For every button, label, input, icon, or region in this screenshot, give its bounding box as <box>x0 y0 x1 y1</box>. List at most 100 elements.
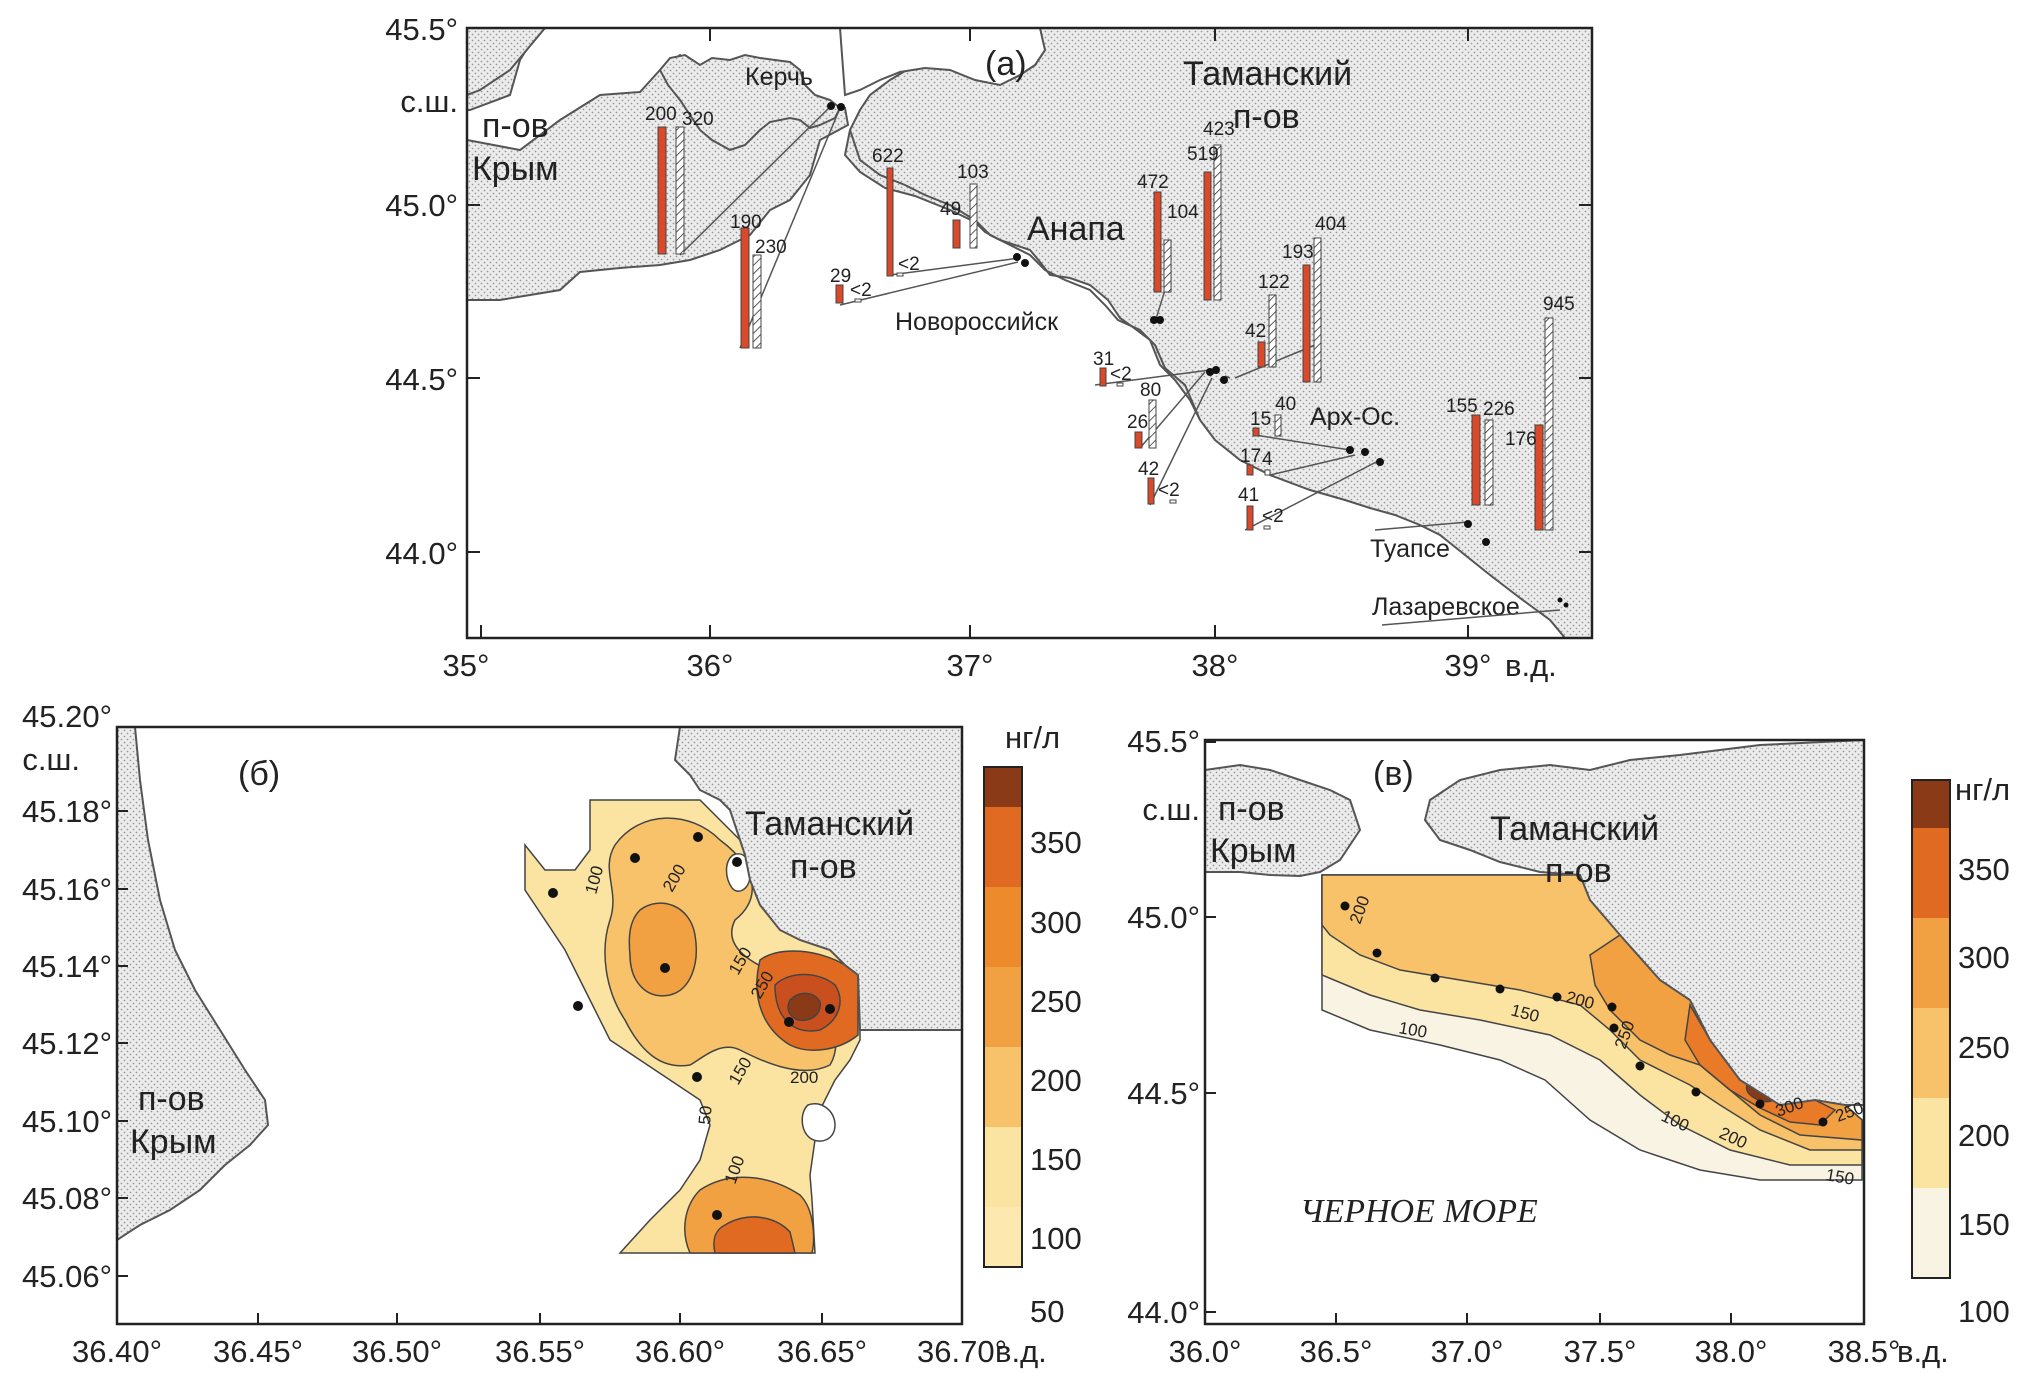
contour-label-b-5: 200 <box>790 1068 818 1087</box>
contour-label-v-9: 150 <box>1824 1165 1855 1189</box>
bar-hatch-label-9: <2 <box>1110 364 1132 385</box>
taman-label-v-1: Таманский <box>1490 810 1659 848</box>
lon-tick-a-0: 35° <box>443 648 490 683</box>
scale-tick-b-0: 350 <box>1030 825 1082 860</box>
azov-sea-a <box>838 28 1047 97</box>
scale-unit-b: нг/л <box>1005 720 1060 755</box>
taman-label-b-2: п-ов <box>790 848 857 886</box>
bar-pair-15: 155 226 <box>1446 396 1515 506</box>
bar-pair-14: 41 <2 <box>1238 485 1284 531</box>
bar-pair-11: 42 <2 <box>1138 459 1180 505</box>
lon-tick-v-4: 38.0° <box>1695 1334 1768 1369</box>
lon-unit-b: в.д. <box>995 1334 1047 1369</box>
lat-tick-b-1: 45.18° <box>22 794 112 829</box>
lon-tick-v-5: 38.5° <box>1828 1334 1901 1369</box>
scale-tick-b-3: 200 <box>1030 1063 1082 1098</box>
contour-label-v-3: 100 <box>1397 1018 1428 1042</box>
panel-b: 45.20° с.ш. 45.18° 45.16° 45.14° 45.12° … <box>22 699 1082 1369</box>
bar-red-label-0: 200 <box>645 104 677 125</box>
lon-unit-v: в.д. <box>1897 1334 1949 1369</box>
taman-label-v-2: п-ов <box>1545 852 1612 890</box>
sea-label-v: ЧЕРНОЕ МОРЕ <box>1300 1193 1538 1230</box>
crimea-label-v-1: п-ов <box>1218 790 1285 828</box>
ticks-b <box>117 726 823 1324</box>
lon-tick-b-5: 36.65° <box>777 1334 867 1369</box>
bar-hatch-label-6: 423 <box>1203 119 1235 140</box>
bar-pair-7: 193 404 <box>1282 214 1347 383</box>
lon-tick-a-3: 38° <box>1192 648 1239 683</box>
lat-unit-a: с.ш. <box>400 84 458 119</box>
lat-tick-a-2: 44.5° <box>385 362 458 397</box>
scale-tick-b-2: 250 <box>1030 984 1082 1019</box>
lon-tick-a-1: 36° <box>687 648 734 683</box>
lon-tick-a-4: 39° <box>1445 648 1492 683</box>
lat-tick-b-3: 45.14° <box>22 949 112 984</box>
bar-pair-5: 472 104 <box>1137 172 1199 293</box>
arkh-os-label: Арх-Ос. <box>1310 403 1400 431</box>
crimea-north-a <box>467 28 547 97</box>
bar-pair-0: 200 320 <box>645 104 714 255</box>
bar-red-label-10: 26 <box>1127 412 1148 433</box>
lazarevskoe-label: Лазаревское <box>1372 593 1520 621</box>
lat-tick-a-3: 44.0° <box>385 536 458 571</box>
bar-pair-6: 519 423 <box>1187 119 1235 301</box>
lon-tick-v-1: 36.5° <box>1300 1334 1373 1369</box>
taman-label-a-2: п-ов <box>1233 98 1300 136</box>
scale-tick-v-3: 200 <box>1958 1118 2010 1153</box>
panel-a-label: (а) <box>985 45 1027 83</box>
panel-v: 45.5° с.ш. 45.0° 44.5° 44.0° 36.0° 36.5°… <box>1127 724 2010 1369</box>
frame-a <box>465 26 1594 640</box>
contour-south-inner-b <box>713 1216 796 1254</box>
bar-hatch-label-14: <2 <box>1262 506 1284 527</box>
bar-hatch-label-0: 320 <box>682 109 714 130</box>
lon-tick-b-4: 36.60° <box>635 1334 725 1369</box>
lon-tick-b-0: 36.40° <box>72 1334 162 1369</box>
taman-land-v <box>1423 740 1864 1107</box>
lat-tick-b-4: 45.12° <box>22 1026 112 1061</box>
bar-hatch-label-10: 80 <box>1140 380 1161 401</box>
lon-tick-b-3: 36.55° <box>495 1334 585 1369</box>
bars-a: 200 320 190 230 622 <2 49 1 <box>645 104 1575 531</box>
bar-red-label-16: 176 <box>1505 429 1537 450</box>
taman-land-b <box>673 727 962 1031</box>
bar-hatch-label-8: 122 <box>1258 272 1290 293</box>
taman-label-a-1: Таманский <box>1183 55 1352 93</box>
crimea-label-a-1: п-ов <box>482 107 549 145</box>
lat-tick-b-6: 45.08° <box>22 1181 112 1216</box>
bar-red-label-11: 42 <box>1138 459 1159 480</box>
bar-hatch-label-1: 230 <box>755 237 787 258</box>
bar-red-label-14: 41 <box>1238 485 1259 506</box>
bar-pair-10: 26 80 <box>1127 380 1161 449</box>
crimea-label-v-2: Крым <box>1210 832 1297 870</box>
contour-200-b <box>628 902 697 997</box>
bar-red-label-7: 193 <box>1282 242 1314 263</box>
lat-tick-b-0: 45.20° <box>22 699 112 734</box>
lon-tick-a-2: 37° <box>947 648 994 683</box>
lat-tick-a-1: 45.0° <box>385 188 458 223</box>
frame-v <box>1203 738 1866 1326</box>
bar-hatch-label-7: 404 <box>1315 214 1347 235</box>
bar-hatch-label-5: 104 <box>1167 202 1199 223</box>
bar-hatch-label-16: 945 <box>1543 294 1575 315</box>
anapa-coast-a <box>849 129 1201 421</box>
tuapse-label: Туапсе <box>1370 535 1450 563</box>
lat-tick-v-0: 45.5° <box>1127 724 1200 759</box>
lon-tick-v-2: 37.0° <box>1431 1334 1504 1369</box>
color-scale-b: нг/л 350 300 250 200 150 100 50 <box>983 720 1082 1329</box>
bar-red-label-3: 49 <box>940 199 961 220</box>
lat-tick-v-3: 44.0° <box>1127 1295 1200 1330</box>
bar-pair-1: 190 230 <box>730 212 787 349</box>
bar-red-label-15: 155 <box>1446 396 1478 417</box>
bar-red-label-13: 17 <box>1240 446 1261 467</box>
bar-pair-12: 15 40 <box>1250 394 1296 437</box>
scale-tick-b-4: 150 <box>1030 1142 1082 1177</box>
lat-tick-b-2: 45.16° <box>22 872 112 907</box>
bar-red-label-9: 31 <box>1093 349 1114 370</box>
taman-label-b-1: Таманский <box>745 805 914 843</box>
scale-tick-b-5: 100 <box>1030 1221 1082 1256</box>
color-scale-v: нг/л 350 300 250 200 150 100 <box>1911 772 2010 1329</box>
panel-v-label: (в) <box>1373 755 1414 793</box>
bar-red-label-12: 15 <box>1250 409 1271 430</box>
bar-pair-16: 176 945 <box>1505 294 1575 531</box>
